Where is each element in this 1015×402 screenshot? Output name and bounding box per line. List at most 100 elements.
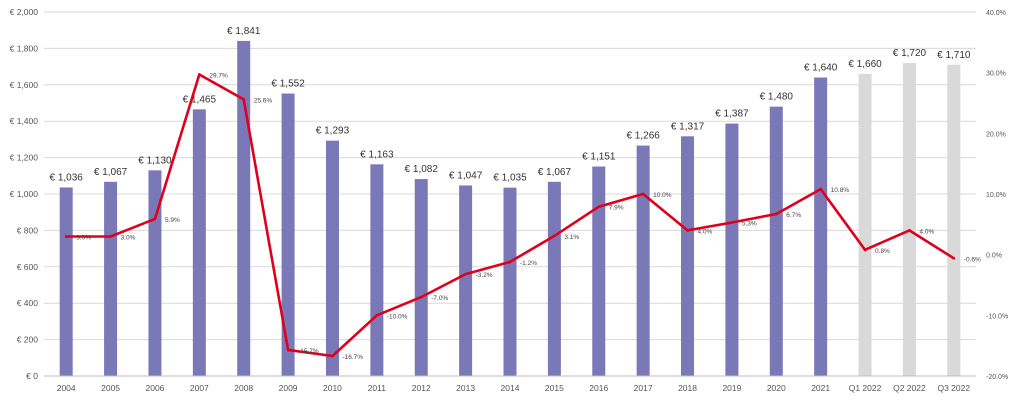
growth-point [153,217,157,221]
growth-point [863,248,867,252]
growth-point [641,192,645,196]
right-axis-tick-label: 40.0% [986,10,1006,17]
x-axis-tick-label: 2014 [501,383,520,393]
x-axis-tick-label: 2017 [634,383,653,393]
bar [59,187,73,376]
growth-point [464,272,468,276]
growth-value-label: 5.3% [742,221,757,228]
bar [725,123,739,376]
x-axis-tick-label: 2018 [678,383,697,393]
bar-value-labels: € 1,036 € 1,067 € 1,130 € 1,465 € 1,841 € 1,5… [50,26,971,184]
x-axis-tick-label: Q1 2022 [849,383,882,393]
growth-value-label: 3.0% [121,234,136,241]
bar-value-label: € 1,841 [227,26,261,37]
bar-value-label: € 1,317 [671,121,705,132]
bar [459,185,473,376]
bar [814,77,828,377]
growth-point [508,260,512,264]
growth-value-label: -16.7% [342,354,363,361]
growth-value-label: -7.0% [431,295,448,302]
growth-value-label: -0.6% [964,256,981,263]
bar [192,109,206,377]
x-axis-tick-label: 2008 [234,383,253,393]
right-axis-tick-label: 0.0% [986,253,1002,260]
growth-point [908,229,911,232]
x-axis-tick-label: 2013 [456,383,475,393]
x-axis-tick-label: 2004 [57,383,76,393]
right-axis-tick-label: -10.0% [986,313,1008,320]
growth-point [730,221,734,224]
growth-point [242,97,246,101]
bar [947,64,961,376]
bar [414,179,428,376]
growth-value-label: 25.6% [254,97,273,104]
bar-series [59,40,961,377]
x-axis-tick-label: 2019 [722,383,741,393]
x-axis-tick-label: 2006 [145,383,164,393]
growth-point [197,73,201,76]
right-axis-tick-label: 30.0% [986,71,1006,78]
bar-value-label: € 1,552 [271,79,305,90]
bar [237,40,251,377]
bar-value-label: € 1,720 [893,48,927,59]
bar-value-label: € 1,710 [937,50,971,61]
growth-point [286,348,290,352]
left-axis-tick-label: € 1,200 [10,153,39,163]
left-axis-tick-label: € 1,400 [10,116,39,126]
growth-point [419,295,423,299]
growth-point [774,212,778,216]
bar [902,62,916,377]
x-axis-tick-label: 2010 [323,383,342,393]
growth-point [686,229,689,232]
bar-value-label: € 1,151 [582,152,616,163]
growth-value-label: -15.7% [298,348,319,355]
growth-value-label: -1.2% [520,260,537,267]
bar-value-label: € 1,480 [760,92,794,103]
x-axis-tick-label: 2016 [589,383,608,393]
bar [769,106,783,376]
x-axis-tick-label: 2012 [412,383,431,393]
bar [325,140,339,376]
growth-point [552,234,556,238]
bar-value-label: € 1,387 [715,109,749,120]
left-axis-tick-label: € 1,800 [10,43,39,53]
growth-point [331,354,334,358]
bar [370,164,384,376]
x-axis-tick-label: 2021 [811,383,830,393]
growth-point [109,235,112,238]
growth-point [597,205,601,209]
growth-point [64,235,68,238]
growth-point [952,256,956,260]
left-axis-tick-label: € 800 [17,225,39,235]
bar-value-label: € 1,067 [94,167,128,178]
growth-value-labels: 3.0% 3.0% 5.9% 29.7% 25.6% -15.7% -16.7% -10.0%… [76,72,981,360]
growth-point [819,187,823,191]
x-axis-tick-label: Q3 2022 [937,383,970,393]
right-axis-tick-label: -20.0% [986,374,1008,381]
growth-value-label: 4.0% [698,228,713,235]
left-axis-tick-label: € 2,000 [10,7,39,17]
bar-value-label: € 1,082 [405,164,439,175]
bar-value-label: € 1,130 [138,155,172,166]
left-axis-tick-label: € 1,600 [10,80,39,90]
x-axis-tick-label: 2020 [767,383,786,393]
growth-value-label: 4.0% [919,228,934,235]
growth-value-label: 10.0% [653,192,672,199]
right-axis-tick-label: 20.0% [986,131,1006,138]
growth-value-label: 7.9% [609,205,624,212]
growth-value-label: 3.1% [564,234,579,241]
growth-value-label: -3.2% [476,272,493,279]
growth-value-label: 5.9% [165,217,180,224]
x-axis-tick-label: Q2 2022 [893,383,926,393]
growth-value-label: 10.8% [831,187,850,194]
growth-value-label: 3.0% [76,234,91,241]
growth-value-label: -10.0% [387,313,408,320]
bar-value-label: € 1,047 [449,170,483,181]
left-axis-tick-label: € 600 [17,262,39,272]
x-axis-tick-label: 2015 [545,383,564,393]
left-axis-tick-label: € 0 [26,371,38,381]
left-axis-tick-label: € 200 [17,335,39,345]
bar [636,145,650,376]
bar-value-label: € 1,035 [493,173,527,184]
